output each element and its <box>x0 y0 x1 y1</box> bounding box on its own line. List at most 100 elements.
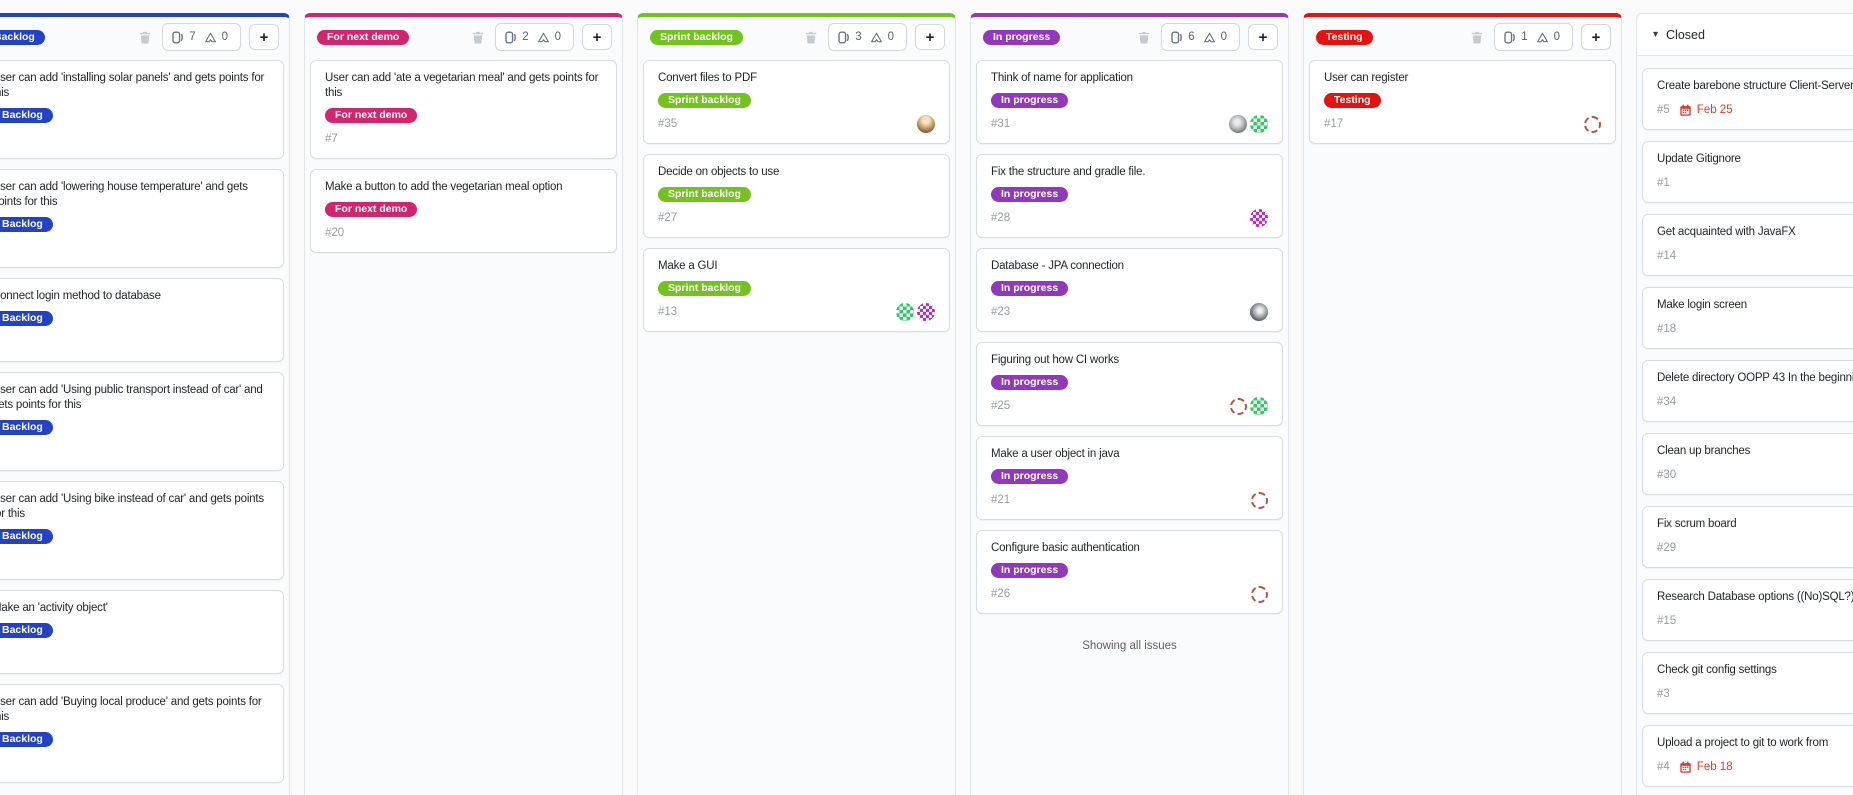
card-title: User can add 'ate a vegetarian meal' and… <box>325 72 599 99</box>
card-label: In progress <box>991 93 1069 108</box>
card-meta: #34 <box>1657 393 1853 411</box>
card-due-date: Feb 18 <box>1679 761 1733 774</box>
milestone-count: 0 <box>221 31 228 43</box>
card-number: #29 <box>1657 542 1677 554</box>
card-title: Fix scrum board <box>1657 518 1737 530</box>
milestone-count: 0 <box>1553 31 1560 43</box>
closed-issue-card[interactable]: Make login screen #18 <box>1642 287 1853 349</box>
card-title: Configure basic authentication <box>991 542 1140 554</box>
caret-down-icon: ▾ <box>1653 29 1659 40</box>
avatar-broken <box>1251 585 1268 603</box>
add-card-button[interactable]: + <box>1581 24 1611 50</box>
card-label: In progress <box>991 281 1069 296</box>
issue-card[interactable]: Fix the structure and gradle file. In pr… <box>976 154 1283 238</box>
closed-issue-card[interactable]: Fix scrum board #29 <box>1642 506 1853 568</box>
closed-issue-card[interactable]: Update Gitignore #1 <box>1642 141 1853 203</box>
trash-icon <box>1137 30 1151 45</box>
milestone-icon <box>1536 31 1549 44</box>
closed-issue-card[interactable]: Get acquainted with JavaFX #14 <box>1642 214 1853 276</box>
card-title: Get acquainted with JavaFX <box>1657 226 1796 238</box>
closed-issue-card[interactable]: Delete directory OOPP 43 In the beginnin… <box>1642 360 1853 422</box>
delete-column-button[interactable] <box>1137 30 1151 45</box>
card-number: #35 <box>658 118 678 130</box>
card-meta: #20 <box>325 224 602 242</box>
column-counters: 2 0 <box>495 23 574 51</box>
issue-card[interactable]: Decide on objects to use Sprint backlog … <box>643 154 950 238</box>
issue-card[interactable]: Make a button to add the vegetarian meal… <box>310 169 617 253</box>
delete-column-button[interactable] <box>804 30 818 45</box>
card-title: Upload a project to git to work from <box>1657 737 1829 749</box>
card-label: Backlog <box>0 623 53 638</box>
card-title: User can add 'Using public transport ins… <box>0 384 263 411</box>
card-meta: #31 <box>991 115 1268 133</box>
closed-issue-card[interactable]: Upload a project to git to work from #4 … <box>1642 725 1853 787</box>
card-count-icon <box>1170 31 1183 44</box>
card-due-date: Feb 25 <box>1679 104 1733 117</box>
issue-card[interactable]: Figuring out how CI works In progress #2… <box>976 342 1283 426</box>
trash-icon <box>1470 30 1484 45</box>
board-column-for-next-demo: For next demo 2 0 + User can add 'ate a … <box>304 13 623 795</box>
card-label: In progress <box>991 469 1069 484</box>
column-counters: 1 0 <box>1494 23 1573 51</box>
avatar-photo-gray <box>1229 115 1247 133</box>
issue-card[interactable]: User can add 'installing solar panels' a… <box>0 60 284 159</box>
column-label: Testing <box>1316 29 1373 45</box>
milestone-icon <box>204 31 217 44</box>
due-date-text: Feb 25 <box>1696 104 1733 116</box>
card-number: #4 <box>1657 761 1670 773</box>
issue-card[interactable]: User can add 'lowering house temperature… <box>0 169 284 268</box>
card-title: User can add 'lowering house temperature… <box>0 181 248 208</box>
closed-column-toggle[interactable]: ▾ Closed <box>1637 14 1853 56</box>
add-card-button[interactable]: + <box>249 24 279 50</box>
card-meta: #1 <box>1657 174 1853 192</box>
issue-card[interactable]: Configure basic authentication In progre… <box>976 530 1283 614</box>
card-number: #3 <box>1657 688 1670 700</box>
issue-count: 2 <box>522 31 529 43</box>
issue-card[interactable]: User can add 'Using public transport ins… <box>0 372 284 471</box>
card-meta: #13 <box>658 303 935 321</box>
issue-card[interactable]: Make a user object in java In progress #… <box>976 436 1283 520</box>
closed-issue-card[interactable]: Research Database options ((No)SQL?) #15 <box>1642 579 1853 641</box>
issue-card[interactable]: Connect login method to database Backlog <box>0 278 284 362</box>
card-meta <box>0 645 269 663</box>
closed-issue-card[interactable]: Create barebone structure Client-Server … <box>1642 68 1853 130</box>
add-card-button[interactable]: + <box>915 24 945 50</box>
issue-card[interactable]: User can add 'Using bike instead of car'… <box>0 481 284 580</box>
column-label: Sprint backlog <box>650 29 743 45</box>
card-title: Research Database options ((No)SQL?) <box>1657 591 1853 603</box>
card-number: #34 <box>1657 396 1677 408</box>
delete-column-button[interactable] <box>138 30 152 45</box>
issue-card[interactable]: User can register Testing #17 <box>1309 60 1616 144</box>
card-number: #23 <box>991 306 1011 318</box>
column-label: For next demo <box>317 29 410 45</box>
card-list: User can register Testing #17 <box>1304 57 1621 156</box>
card-count-icon <box>1503 31 1516 44</box>
issue-card[interactable]: Think of name for application In progres… <box>976 60 1283 144</box>
card-number: #26 <box>991 588 1011 600</box>
issue-card[interactable]: Convert files to PDF Sprint backlog #35 <box>643 60 950 144</box>
card-title: Create barebone structure Client-Server … <box>1657 80 1853 92</box>
issue-card[interactable]: User can add 'Buying local produce' and … <box>0 684 284 783</box>
issue-count: 3 <box>855 31 862 43</box>
issue-card[interactable]: Make a GUI Sprint backlog #13 <box>643 248 950 332</box>
column-label: In progress <box>983 29 1061 45</box>
closed-issue-card[interactable]: Check git config settings #3 <box>1642 652 1853 714</box>
avatar-photo-dark <box>1250 303 1268 321</box>
avatar-identicon-green <box>1250 115 1268 133</box>
card-title: Database - JPA connection <box>991 260 1124 272</box>
closed-issue-card[interactable]: Clean up branches #30 <box>1642 433 1853 495</box>
add-card-button[interactable]: + <box>1248 24 1278 50</box>
trash-icon <box>804 30 818 45</box>
add-card-button[interactable]: + <box>582 24 612 50</box>
column-counters: 6 0 <box>1161 23 1240 51</box>
card-title: User can add 'installing solar panels' a… <box>0 72 265 99</box>
delete-column-button[interactable] <box>1470 30 1484 45</box>
issue-card[interactable]: Make an 'activity object' Backlog <box>0 590 284 674</box>
issue-card[interactable]: User can add 'ate a vegetarian meal' and… <box>310 60 617 159</box>
card-meta <box>0 333 269 351</box>
card-list: User can add 'ate a vegetarian meal' and… <box>305 57 622 265</box>
due-date-text: Feb 18 <box>1696 761 1733 773</box>
delete-column-button[interactable] <box>471 30 485 45</box>
issue-card[interactable]: Database - JPA connection In progress #2… <box>976 248 1283 332</box>
card-avatars <box>1248 491 1268 509</box>
